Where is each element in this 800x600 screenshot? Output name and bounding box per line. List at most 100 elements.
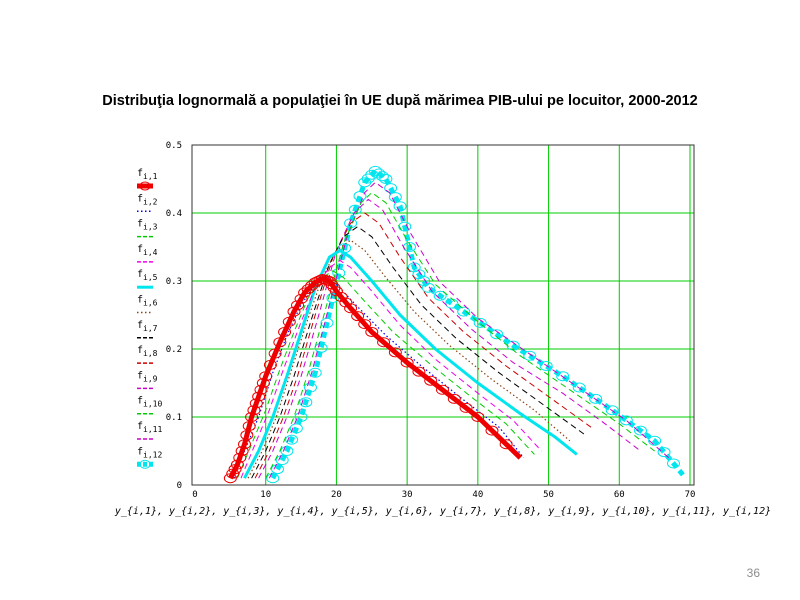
series-marker-1 [339,297,353,308]
series-marker-12 [421,282,435,293]
axes: 0 10 20 30 40 50 60 70 0 0.1 0.2 0.3 0.4 0.5 [166,141,696,500]
series-marker-12 [353,191,367,201]
x-tick-label: 20 [331,490,342,500]
series-marker-1 [254,384,268,395]
series-line-10 [265,192,655,479]
series-line-4 [240,260,542,479]
legend-label-1: fi,1 [137,168,158,181]
series-marker-12 [457,306,471,317]
series-marker-12 [271,464,284,475]
x-tick-label: 50 [543,490,554,500]
series-line-11 [268,181,670,479]
series-marker-12 [619,415,633,426]
page-number: 36 [746,566,760,580]
series-marker-1 [263,359,277,370]
series-marker-12 [539,361,553,371]
series-marker-12 [266,473,280,484]
y-tick-label: 0.5 [166,141,182,151]
series-marker-1 [400,357,414,368]
legend-marker-12 [139,459,151,469]
series-marker-12 [398,221,412,232]
series-marker-1 [223,473,237,484]
legend-label-12: fi,12 [137,446,162,459]
series-marker-1 [388,347,402,358]
legend-label-8: fi,8 [137,345,158,358]
series-marker-12 [308,367,322,378]
series-marker-1 [278,327,292,337]
series-marker-1 [351,311,365,322]
series-marker-1 [273,337,287,348]
legend-label-10: fi,10 [137,396,162,409]
legend-label-9: fi,9 [137,370,158,383]
series-marker-12 [384,183,398,194]
series-marker-12 [634,425,647,436]
plot-frame [191,144,695,486]
series-marker-12 [388,192,402,203]
x-tick-label: 10 [260,490,271,500]
series-marker-12 [285,434,299,445]
series-marker-1 [424,375,438,386]
series-line-2 [233,277,525,479]
series-marker-1 [358,319,372,330]
legend-label-3: fi,3 [137,219,158,232]
legend: fi,1 fi,2 fi,3 fi,4 fi,5 fi,6 fi,7 fi,8 fi,9 fi,1… [137,168,162,469]
series-marker-12 [375,171,389,182]
series-marker-1 [252,391,266,402]
legend-label-5: fi,5 [137,269,158,282]
series-marker-12 [275,455,289,466]
x-tick-label: 40 [472,490,483,500]
series-marker-12 [433,290,447,301]
series-marker-1 [235,446,249,456]
legend-label-4: fi,4 [137,244,158,257]
series-marker-1 [247,405,261,416]
legend-marker-1 [139,181,151,191]
series-marker-12 [320,317,334,328]
series-marker-12 [379,174,393,184]
series-lines [223,165,685,484]
series-marker-1 [471,412,485,422]
series-marker-1 [412,366,426,377]
series-marker-1 [226,468,240,479]
series-marker-12 [372,168,386,179]
x-tick-label: 30 [402,490,413,500]
legend-label-2: fi,2 [137,193,158,206]
series-marker-1 [294,293,308,304]
series-marker-12 [348,204,362,215]
series-marker-1 [282,316,296,327]
series-marker-1 [485,425,499,436]
x-axis-label: y_{i,1}, y_{i,2}, y_{i,3}, y_{i,4}, y_{i… [114,506,771,517]
series-marker-1 [298,287,312,298]
series-marker-1 [259,371,273,382]
series-line-9 [258,198,641,479]
series-marker-1 [377,337,391,348]
y-tick-label: 0.1 [166,413,182,423]
series-marker-12 [605,405,619,416]
legend-label-6: fi,6 [137,295,158,308]
series-marker-1 [436,384,449,395]
series-line-5 [243,248,578,479]
series-marker-12 [280,446,294,456]
series-line-3 [236,270,535,479]
series-marker-1 [301,284,315,295]
series-marker-12 [667,458,680,469]
series-marker-1 [249,398,263,409]
series-marker-12 [490,329,504,340]
series-marker-1 [499,439,513,450]
series-marker-1 [344,303,358,314]
x-tick-label: 60 [614,490,625,500]
y-tick-label: 0.3 [166,277,182,287]
y-tick-label: 0.2 [166,345,182,355]
series-marker-12 [589,393,603,404]
series-marker-12 [556,371,570,382]
x-tick-label: 70 [685,490,696,500]
series-marker-1 [365,327,379,337]
series-marker-12 [657,447,671,458]
series-marker-1 [287,306,301,317]
series-marker-12 [289,423,303,434]
series-marker-12 [473,317,487,328]
slide-title: Distribuţia lognormală a populaţiei în U… [102,93,698,109]
series-marker-12 [314,342,328,353]
series-marker-1 [459,402,473,413]
series-line-7 [251,226,585,479]
